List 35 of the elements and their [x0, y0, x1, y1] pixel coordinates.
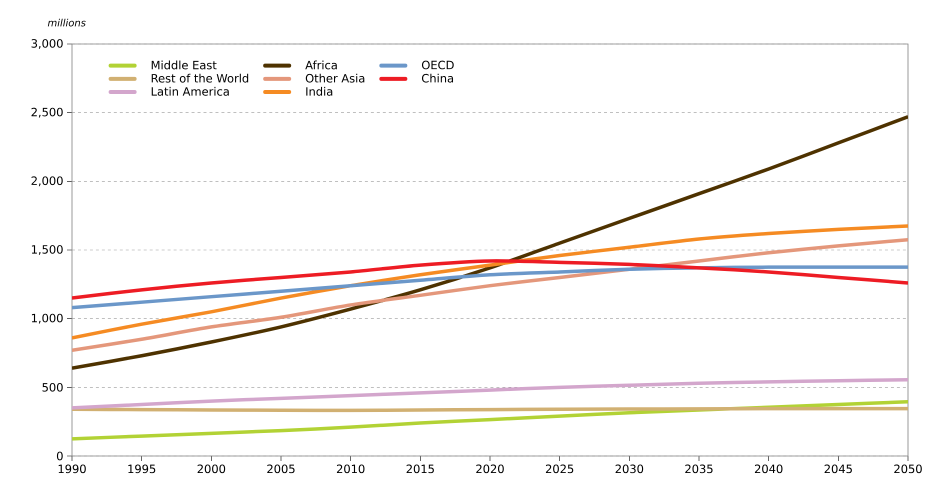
x-tick-label: 1995 [128, 464, 156, 474]
y-tick-label: 3,000 [32, 39, 63, 49]
line-series [72, 224, 908, 340]
x-tick-label: 2025 [546, 464, 574, 474]
y-tick-label: 0 [56, 452, 63, 460]
x-tick-label: 2035 [685, 464, 713, 474]
x-tick-label: 2020 [476, 464, 504, 474]
legend-label: Rest of the World [152, 74, 248, 83]
legend-label: China [422, 74, 454, 83]
y-tick-label: 500 [42, 383, 63, 392]
line-series [72, 265, 908, 310]
x-tick-label: 1990 [58, 464, 86, 474]
line-series [72, 115, 908, 370]
y-tick-label: 2,000 [32, 176, 63, 186]
x-tick-label: 2040 [754, 464, 782, 474]
x-tick-label: 2000 [198, 464, 226, 474]
legend-label: OECD [422, 60, 454, 70]
x-tick-label: 2015 [406, 464, 434, 474]
x-tick-label: 2030 [616, 464, 644, 474]
y-tick-label: 1,500 [32, 245, 63, 255]
line-series [72, 259, 908, 300]
legend-label: Middle East [152, 60, 217, 70]
x-tick-label: 2050 [894, 464, 922, 474]
y-axis-title: millions [48, 18, 86, 26]
legend-label: Other Asia [306, 74, 364, 83]
legend-label: Africa [305, 60, 337, 70]
y-tick-label: 2,500 [32, 108, 63, 118]
legend-label: Latin America [152, 86, 229, 96]
line-series [72, 378, 908, 410]
x-tick-label: 2005 [267, 464, 295, 474]
x-tick-label: 2010 [336, 464, 364, 474]
x-tick-label: 2045 [824, 464, 852, 474]
legend-label: India [306, 86, 332, 96]
y-tick-label: 1,000 [32, 314, 63, 324]
line-series [72, 238, 908, 352]
